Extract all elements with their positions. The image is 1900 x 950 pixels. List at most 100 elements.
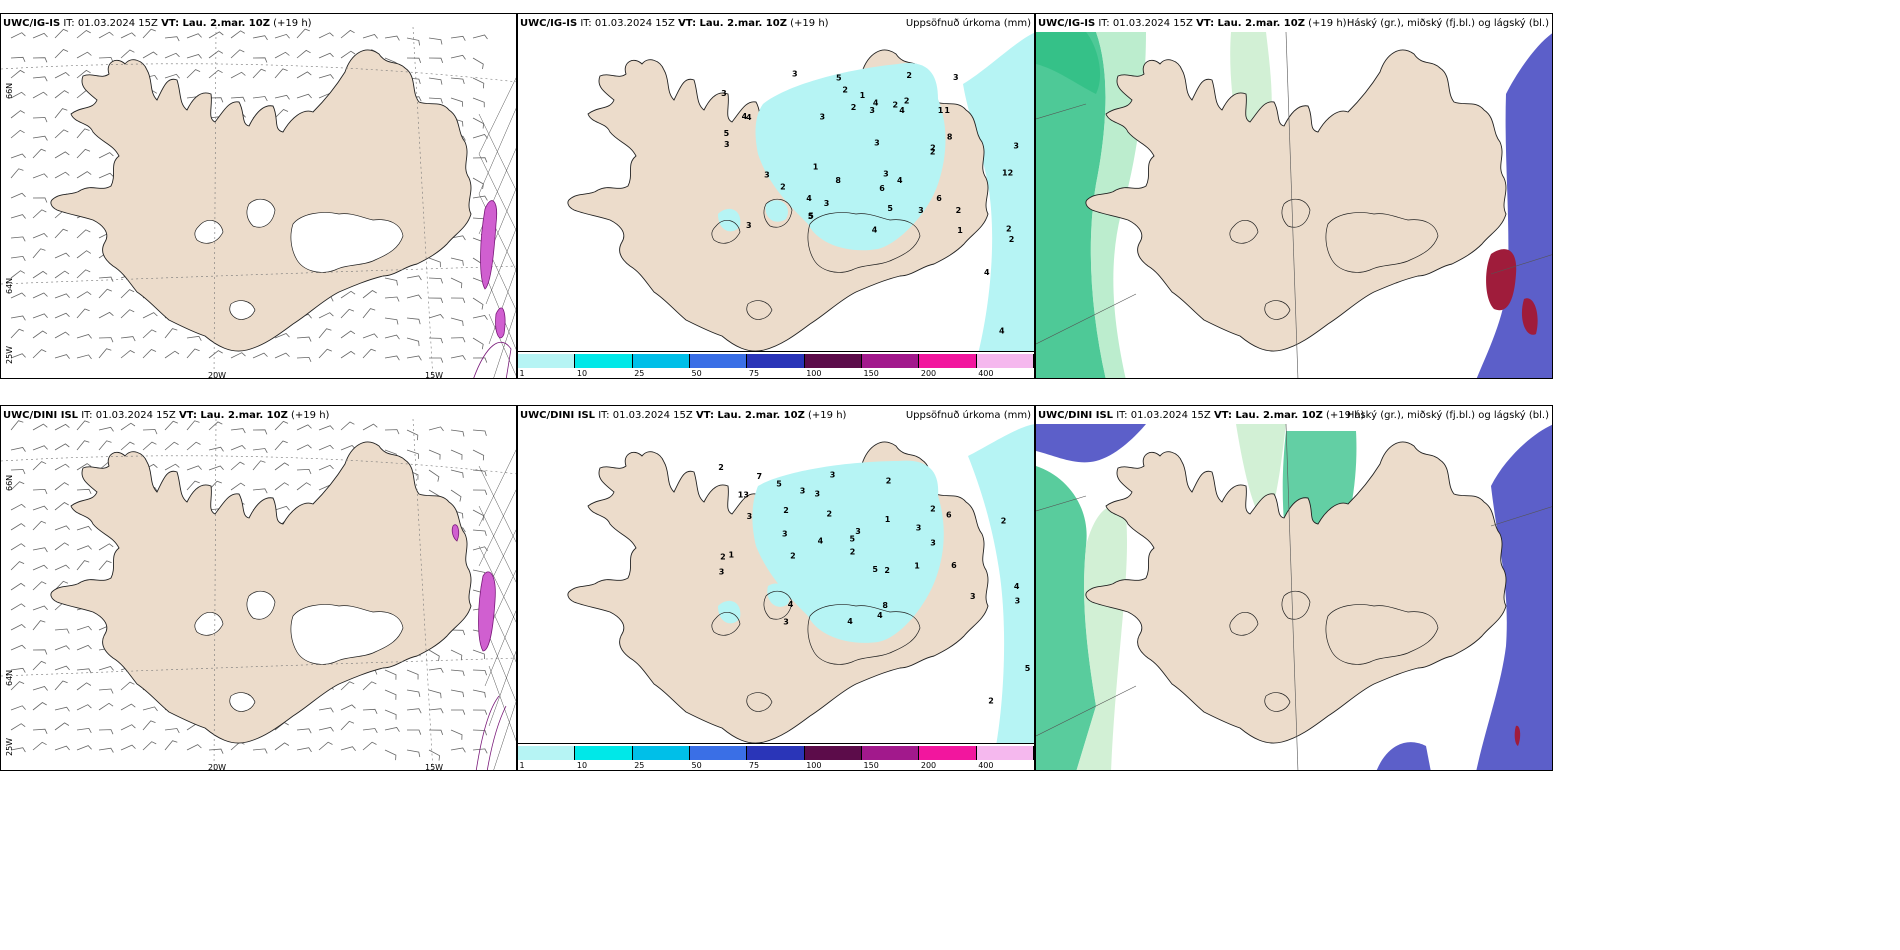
wind-barb	[76, 334, 92, 339]
east-sea-precip	[963, 32, 1034, 354]
wind-barb	[230, 96, 246, 102]
wind-barb	[384, 709, 397, 720]
lat-label-66: 66N	[5, 82, 14, 99]
wind-barb	[362, 333, 378, 339]
cloud-title: Háský (gr.), miðský (fj.bl.) og lágský (…	[1346, 18, 1549, 29]
wind-barb	[252, 429, 268, 435]
glacier-outline	[807, 212, 921, 273]
wind-barb	[384, 429, 400, 435]
precip-value: 2	[851, 103, 857, 112]
lon-label-20: 20W	[208, 763, 227, 771]
panel-header: UWC/DINI ISL IT: 01.03.2024 15Z VT: Lau.…	[1038, 410, 1365, 421]
wind-barb	[252, 68, 266, 79]
glacier-outline	[1281, 590, 1311, 620]
wind-barb	[450, 355, 466, 361]
wind-barb	[98, 337, 114, 343]
precip-value: 3	[883, 169, 889, 178]
precip-value: 1	[938, 106, 944, 115]
wind-barb	[32, 423, 48, 431]
colorbar-label: 25	[634, 369, 645, 378]
precip-value: 2	[906, 71, 912, 80]
wind-barb	[340, 350, 356, 359]
wind-barb	[384, 355, 400, 361]
wind-barb	[32, 349, 47, 359]
hatch-area	[478, 449, 516, 770]
wind-barb	[340, 720, 355, 731]
wind-barb	[54, 680, 68, 691]
precip-value: 4	[847, 617, 853, 626]
wind-barb	[32, 292, 48, 299]
low-cloud-east	[1476, 424, 1552, 770]
panel-header: UWC/IG-IS IT: 01.03.2024 15Z VT: Lau. 2.…	[520, 18, 829, 29]
wind-barb	[296, 747, 312, 753]
wind-barb	[98, 172, 114, 179]
wind-barb	[54, 722, 70, 731]
precip-value: 2	[1009, 235, 1015, 244]
wind-barb	[98, 729, 114, 735]
wind-barb-map	[1, 418, 516, 770]
precip-value: 3	[820, 112, 826, 121]
glacier-outline	[807, 604, 921, 665]
glacier-outline	[246, 590, 276, 620]
wind-barb	[406, 449, 419, 459]
wind-barb	[98, 57, 114, 63]
wind-barb	[164, 73, 180, 79]
wind-barb	[76, 30, 91, 39]
wind-barb	[32, 520, 47, 531]
wind-barb	[76, 488, 92, 494]
precip-value: 4	[897, 176, 903, 185]
precip-value: 3	[747, 512, 753, 521]
wind-barb	[428, 426, 444, 432]
wind-barb	[10, 110, 26, 119]
wind-barb	[142, 329, 157, 339]
precip-value: 3	[800, 487, 806, 496]
wind-barb	[76, 354, 92, 360]
graticule	[1, 26, 516, 378]
wind-barb	[428, 97, 443, 104]
wind-barb	[450, 297, 466, 303]
wind-barb	[10, 705, 26, 711]
wind-barb	[274, 482, 290, 491]
wind-barb	[450, 54, 466, 60]
colorbar-swatch	[575, 746, 633, 760]
wind-barb	[472, 57, 484, 70]
wind-barb	[428, 297, 444, 304]
wind-barb	[142, 51, 158, 59]
wind-barb	[472, 134, 488, 139]
wind-barb	[10, 667, 26, 673]
wind-barb	[274, 109, 289, 119]
wind-barb	[428, 77, 443, 85]
wind-barb	[318, 726, 334, 732]
glacier-outline	[746, 300, 773, 320]
precip-value: 2	[930, 505, 936, 514]
wind-barb	[76, 644, 92, 651]
wind-barb	[54, 90, 70, 99]
wind-barb	[98, 702, 114, 711]
wind-barb	[362, 708, 378, 714]
wind-barb	[472, 117, 485, 129]
hatch-area	[478, 77, 516, 378]
precip-value: 4	[742, 112, 748, 121]
wind-barb	[406, 317, 421, 325]
wind-barb	[451, 709, 466, 715]
magenta-contours	[473, 200, 512, 378]
wind-barb	[450, 337, 466, 343]
wind-barb	[208, 31, 224, 39]
wind-barb	[186, 33, 202, 39]
precip-value: 1	[729, 551, 735, 560]
precip-value: 4	[806, 194, 812, 203]
low-cloud-east	[1476, 33, 1552, 378]
wind-barb	[32, 728, 48, 734]
wind-barb	[76, 128, 90, 139]
magenta-contours	[451, 524, 507, 770]
precip-value: 5	[1025, 664, 1031, 673]
lon-label-15: 15W	[425, 371, 444, 379]
panel-header: UWC/DINI ISL IT: 01.03.2024 15Z VT: Lau.…	[3, 410, 330, 421]
colorbar-label: 100	[806, 369, 822, 378]
wind-barb	[428, 749, 441, 761]
precip-value: 3	[724, 140, 730, 149]
glacier-outline	[711, 219, 741, 244]
colorbar-labels: 1 10 25 50 75 100 150 200 400	[518, 761, 1034, 770]
precip-value: 3	[764, 171, 770, 180]
wind-barb	[76, 704, 92, 711]
